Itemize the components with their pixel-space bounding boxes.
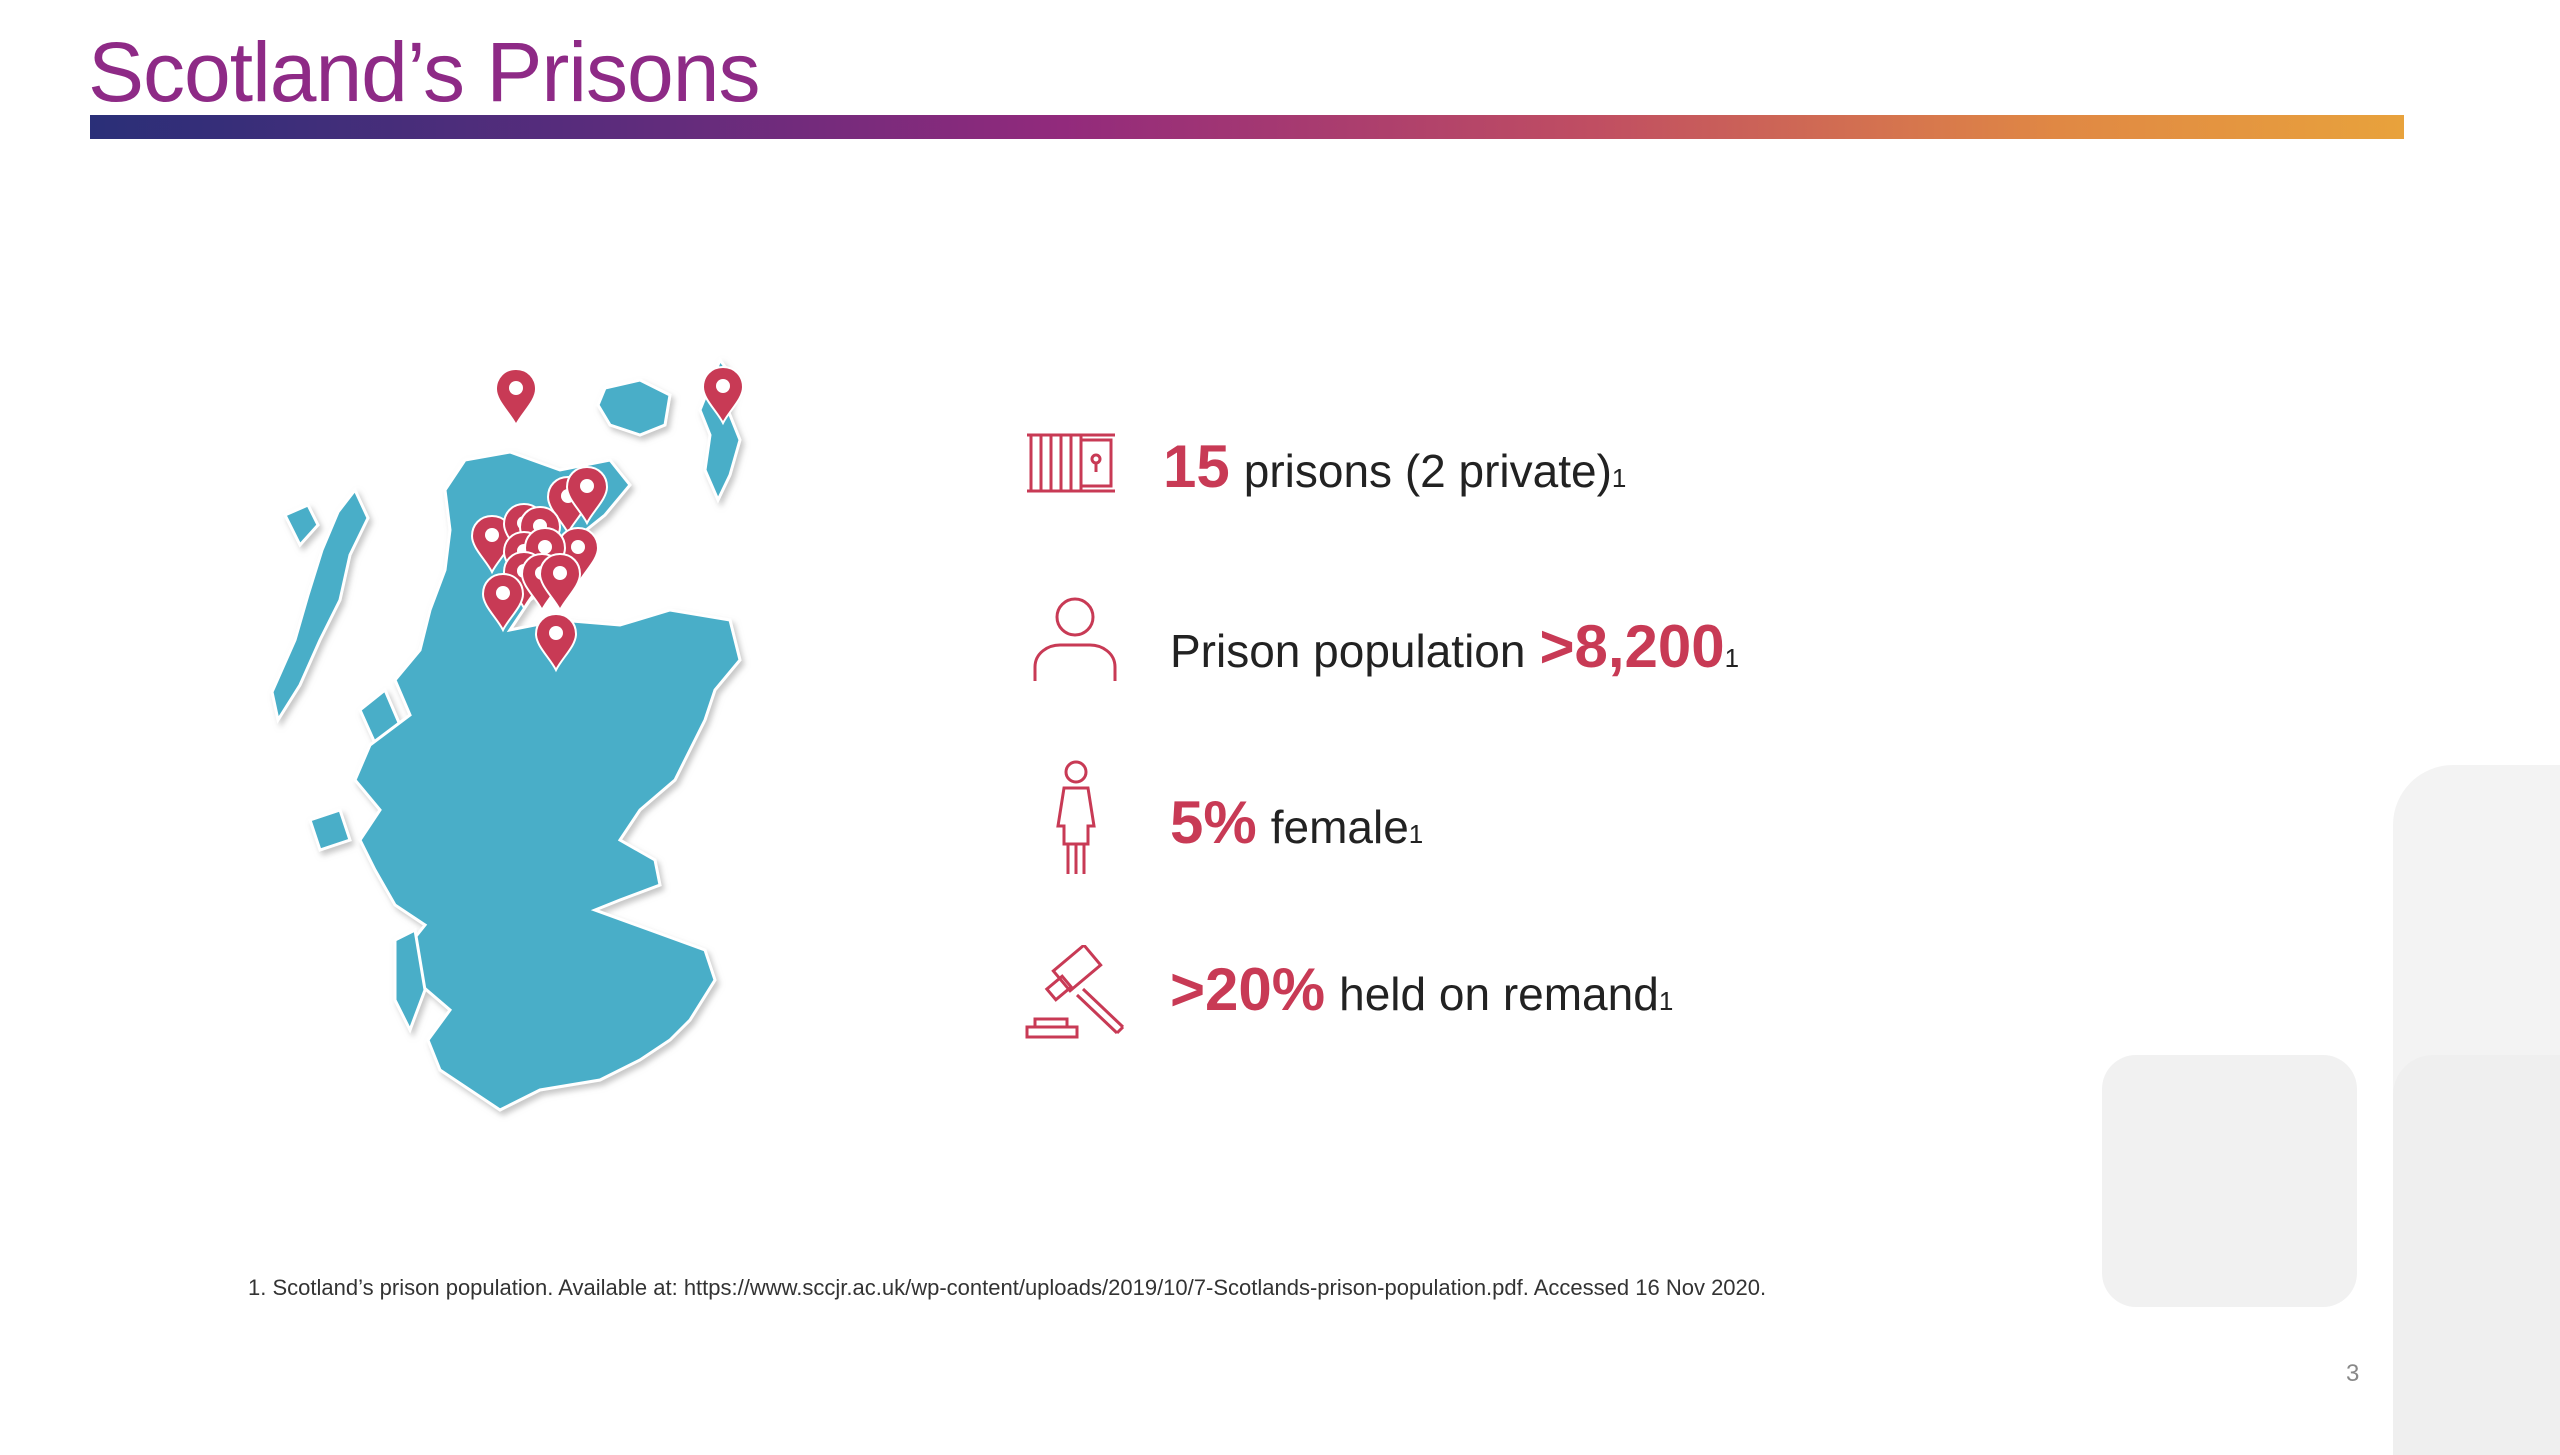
slide-title: Scotland’s Prisons	[88, 25, 760, 119]
prison-cell-icon	[1027, 433, 1115, 493]
female-icon	[1056, 760, 1096, 874]
background-decoration	[2393, 1055, 2560, 1455]
stat-prisons: 15 prisons (2 private) 1	[1163, 433, 1627, 500]
stat-female-value: 5%	[1170, 789, 1257, 856]
scotland-map-icon	[270, 356, 744, 1112]
page-number: 3	[2346, 1360, 2360, 1387]
stat-remand-value: >20%	[1170, 956, 1326, 1023]
stat-population-label: Prison population	[1170, 625, 1526, 677]
stat-prisons-label: prisons (2 private)	[1243, 445, 1612, 497]
background-decoration	[2102, 1055, 2357, 1307]
gavel-icon	[1025, 945, 1125, 1039]
stat-remand-label: held on remand	[1339, 968, 1659, 1020]
stat-remand: >20% held on remand 1	[1170, 956, 1674, 1023]
title-gradient-bar	[90, 115, 2404, 139]
stat-prisons-value: 15	[1163, 433, 1230, 500]
stat-female: 5% female 1	[1170, 789, 1424, 856]
stat-female-label: female	[1270, 801, 1409, 853]
person-icon	[1033, 597, 1117, 681]
stat-population-value: >8,200	[1539, 613, 1725, 680]
stat-population: Prison population >8,200 1	[1170, 613, 1740, 680]
footnote: 1. Scotland’s prison population. Availab…	[248, 1275, 1767, 1300]
